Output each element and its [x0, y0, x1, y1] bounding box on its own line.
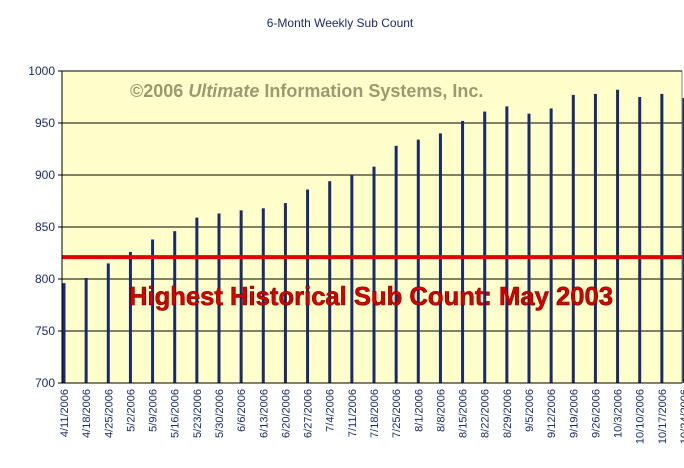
x-tick-label: 5/2/2006: [125, 389, 137, 432]
bar: [261, 208, 265, 383]
bar: [660, 93, 664, 383]
bar: [306, 189, 310, 383]
bar: [239, 210, 243, 383]
bar: [283, 203, 287, 383]
x-tick-label: 6/20/2006: [280, 389, 292, 438]
bar: [217, 213, 221, 383]
y-tick-label: 1000: [28, 64, 55, 78]
y-tick-label: 800: [35, 272, 55, 286]
bar: [682, 98, 684, 383]
x-tick-label: 8/8/2006: [435, 389, 447, 432]
x-tick-label: 8/29/2006: [502, 389, 514, 438]
y-tick-label: 900: [35, 168, 55, 182]
watermark-suffix: Information Systems, Inc.: [259, 81, 483, 101]
bar: [84, 277, 88, 383]
bar: [173, 231, 177, 383]
x-tick-label: 9/26/2006: [590, 389, 602, 438]
x-tick-label: 9/19/2006: [568, 389, 580, 438]
x-tick-label: 5/9/2006: [148, 389, 160, 432]
bar: [505, 106, 509, 384]
bar: [571, 94, 575, 384]
bar: [350, 175, 354, 383]
bar: [616, 89, 620, 383]
x-tick-label: 7/25/2006: [391, 389, 403, 438]
x-tick-label: 9/5/2006: [524, 389, 536, 432]
x-tick-label: 10/10/2006: [635, 389, 647, 444]
bar: [527, 113, 531, 383]
annotation-highest-historical: Highest Historical Sub Count: May 2003: [129, 281, 613, 311]
bar: [128, 251, 132, 383]
bar: [195, 217, 199, 383]
x-tick-label: 7/4/2006: [325, 389, 337, 432]
x-tick-label: 5/16/2006: [170, 389, 182, 438]
bar: [372, 166, 376, 383]
bar: [549, 108, 553, 383]
bar: [328, 181, 332, 383]
y-tick-label: 700: [35, 376, 55, 390]
gridlines: [62, 70, 682, 332]
x-tick-label: 4/11/2006: [59, 389, 71, 437]
watermark: ©2006 Ultimate Information Systems, Inc.: [130, 81, 483, 101]
y-tick-label: 850: [35, 220, 55, 234]
x-tick-label: 6/6/2006: [236, 389, 248, 432]
bar: [638, 97, 642, 383]
chart-title: 6-Month Weekly Sub Count: [267, 16, 414, 30]
bar: [106, 263, 110, 383]
x-tick-label: 8/1/2006: [413, 389, 425, 432]
x-tick-label: 4/18/2006: [81, 389, 93, 438]
x-tick-label: 7/11/2006: [347, 389, 359, 437]
y-axis-ticks: 700 750 800 850 900 950 1000: [28, 64, 62, 390]
bar: [461, 120, 465, 384]
x-tick-label: 10/17/2006: [657, 389, 669, 444]
bar: [62, 283, 66, 383]
x-tick-label: 4/25/2006: [103, 389, 115, 438]
bar: [394, 145, 398, 383]
x-tick-label: 5/30/2006: [214, 389, 226, 438]
x-tick-label: 10/3/2006: [613, 389, 625, 438]
bar: [151, 239, 155, 383]
x-tick-label: 8/15/2006: [458, 389, 470, 438]
x-tick-label: 6/27/2006: [303, 389, 315, 438]
x-tick-label: 5/23/2006: [192, 389, 204, 438]
bar: [483, 111, 487, 383]
x-tick-label: 6/13/2006: [258, 389, 270, 438]
x-tick-label: 8/22/2006: [480, 389, 492, 438]
watermark-emphasis: Ultimate: [188, 81, 259, 101]
x-axis-labels: 4/11/2006 4/18/2006 4/25/2006 5/2/2006 5/9/2…: [59, 389, 684, 444]
y-tick-label: 950: [35, 116, 55, 130]
x-tick-label: 7/18/2006: [369, 389, 381, 438]
x-tick-label: 10/24/2006: [679, 389, 684, 444]
x-tick-label: 9/12/2006: [546, 389, 558, 438]
y-tick-label: 750: [35, 324, 55, 338]
bar: [416, 139, 420, 383]
bar: [593, 93, 597, 383]
watermark-prefix: ©2006: [130, 81, 188, 101]
